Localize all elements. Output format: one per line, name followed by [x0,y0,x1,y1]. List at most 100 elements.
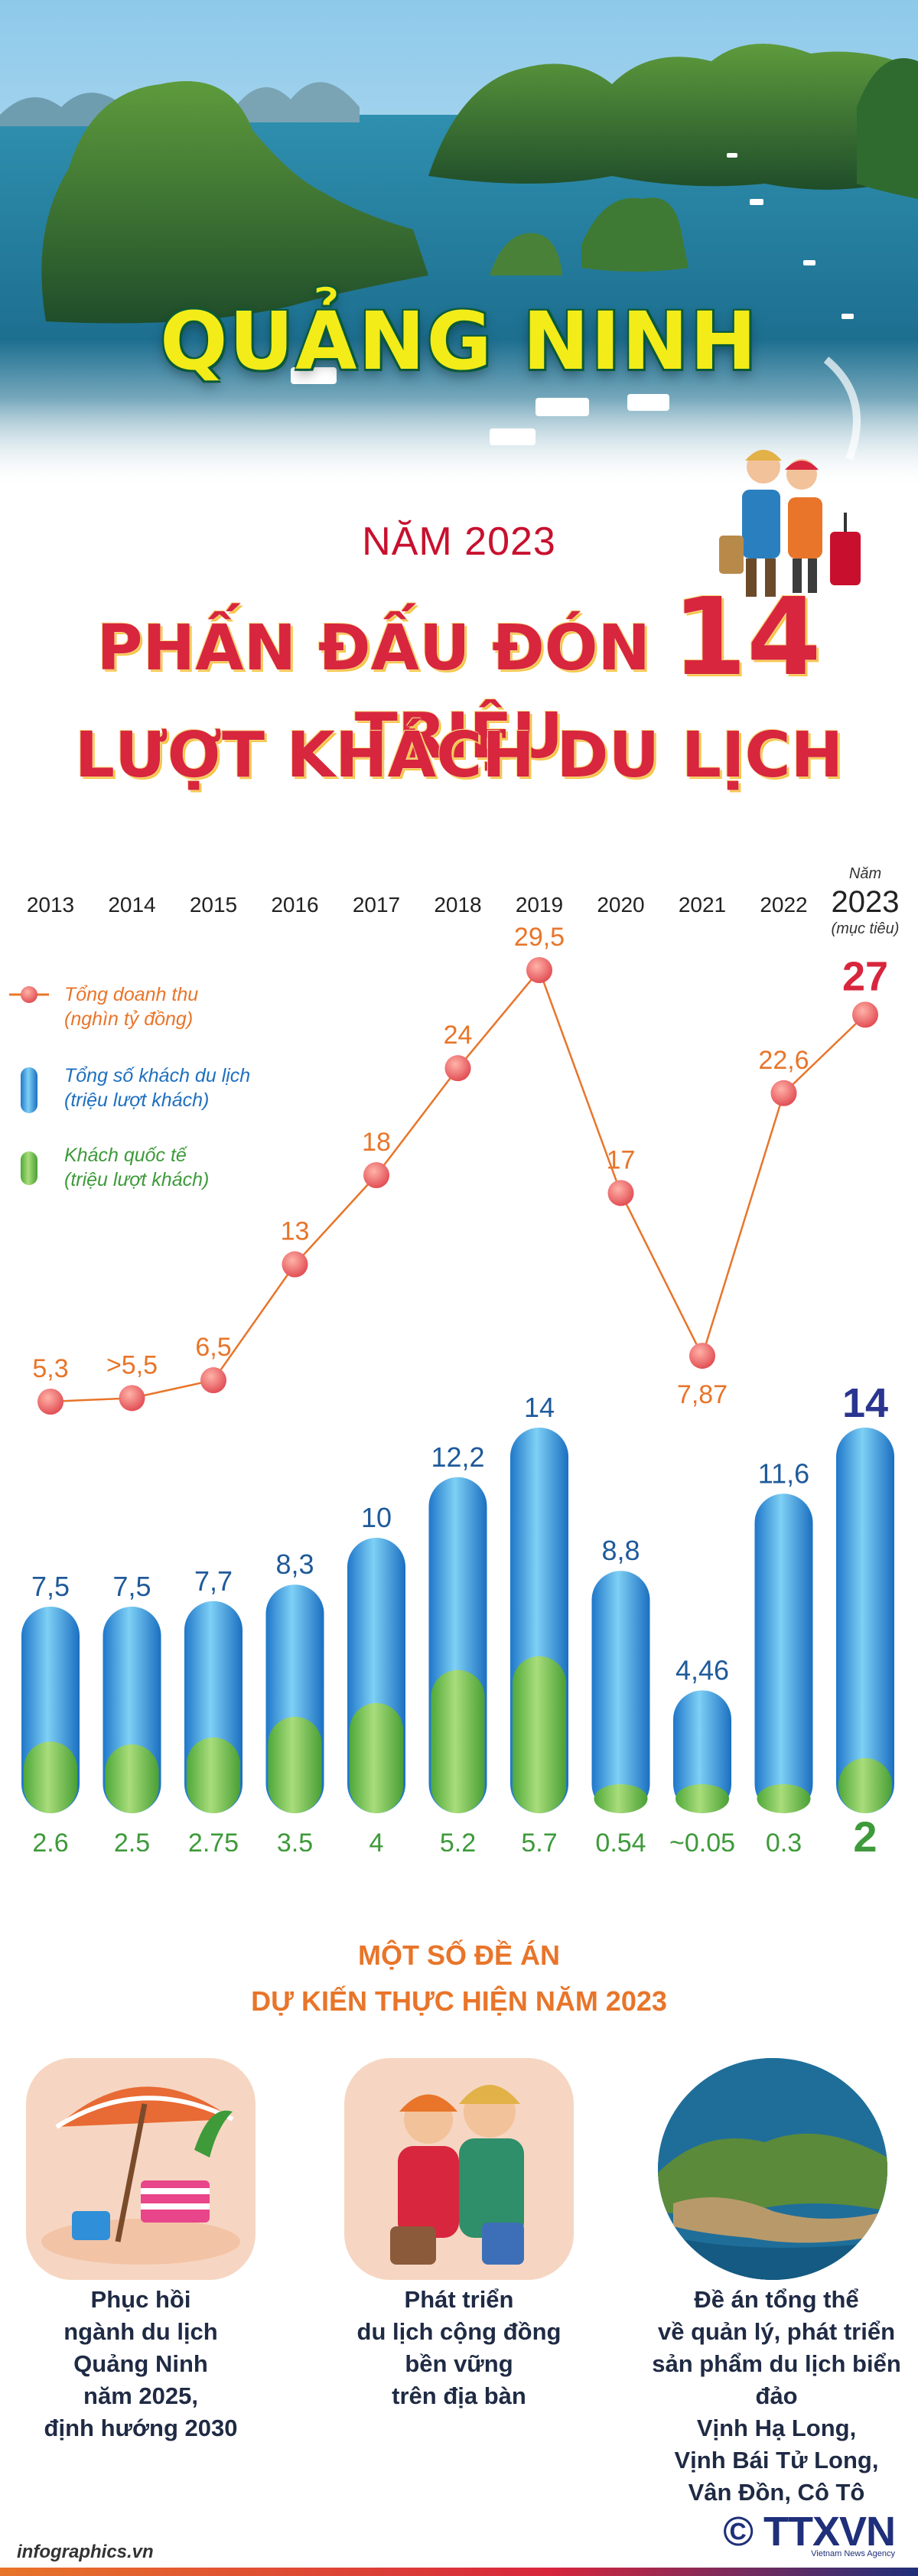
revenue-value-label: 22,6 [758,1046,809,1075]
year-labels: 2013 2014 2015 2016 2017 2018 2019 2020 2021 2022… [27,865,900,937]
visitors-value-label: 8,3 [275,1549,314,1580]
visitors-value-label: 14 [524,1392,555,1423]
intl-bar [675,1784,729,1813]
project-card-image-1 [26,2058,256,2280]
intl-value-label: 2,6 [32,1829,68,1851]
revenue-value-label: 6,5 [195,1333,231,1362]
target-year-header: Năm [849,865,881,882]
year-label: 2023 [832,885,900,919]
revenue-value-label: 27 [842,953,888,999]
legend-intl-unit: (triệu lượt khách) [64,1169,209,1190]
revenue-point [689,1343,715,1369]
project-text-3: Đề án tổng thể về quản lý, phát triển sả… [652,2286,901,2506]
intl-bar [105,1744,159,1813]
year-label: 2021 [679,893,726,917]
revenue-value-label: >5,5 [106,1350,158,1379]
year-label: 2019 [516,893,563,917]
intl-bar [24,1741,77,1813]
travelers-icon [745,450,819,490]
headline-number: 14 [672,575,822,700]
visitors-value-label: 12,2 [431,1441,484,1473]
data-labels: 7,5 2,6 7,5 2,5 7,7 2,75 8,3 3,5 10 4 12,2 5,2 14 5,7… [31,923,888,1851]
visitor-bars [21,1428,894,1813]
revenue-value-label: 5,3 [32,1354,68,1383]
visitors-bar [836,1428,894,1813]
legend-intl-label: Khách quốc tế [64,1145,188,1166]
brand-logo: © TTXVN Vietnam News Agency [723,2508,896,2558]
year-label: 2014 [108,893,155,917]
intl-bar [513,1656,566,1813]
hero-banner: QUẢNG NINH [0,0,918,490]
year-label: 2018 [434,893,481,917]
year-label: 2015 [190,893,237,917]
headline-line-2: LƯỢT KHÁCH DU LỊCH [74,719,844,792]
year-subtitle: NĂM 2023 [362,519,556,564]
year-label: 2020 [597,893,644,917]
revenue-point [607,1180,634,1207]
hero-title: QUẢNG NINH [160,295,758,388]
visitors-bar [673,1690,731,1813]
travelers-luggage-icon [719,490,861,597]
intl-value-label: 5,7 [521,1829,557,1851]
year-label: 2022 [760,893,807,917]
intl-value-label: 0,3 [766,1829,802,1851]
visitors-value-label: 10 [361,1502,392,1533]
visitors-value-label: 7,5 [31,1571,70,1602]
revenue-point [852,1001,878,1028]
island-coast-icon [658,2058,887,2280]
visitors-bar [754,1493,813,1813]
year-label: 2017 [353,893,400,917]
visitors-value-label: 7,5 [112,1571,151,1602]
project-card-image-2 [344,2058,574,2280]
revenue-point [526,957,552,983]
visitors-value-label: 7,7 [194,1565,233,1597]
intl-value-label: 5,2 [440,1829,476,1851]
brand-subtitle: Vietnam News Agency [811,2549,895,2558]
legend-blue-swatch [21,1067,37,1113]
source-label: infographics.vn [17,2542,154,2562]
legend-revenue-unit: (nghìn tỷ đồng) [64,1008,193,1030]
intl-value-label: 0,54 [595,1829,646,1851]
revenue-point [444,1055,471,1082]
project-card-image-3 [658,2058,887,2280]
revenue-value-label: 7,87 [677,1380,728,1409]
intl-bar [431,1669,485,1813]
intl-bar [187,1737,240,1813]
year-label: 2016 [271,893,318,917]
headline-post: TRIỆU [354,700,564,773]
intl-value-label: 2,75 [188,1829,239,1851]
revenue-point [363,1162,389,1189]
intl-bar [757,1784,811,1813]
legend-green-swatch [21,1151,37,1185]
revenue-line [37,957,878,1415]
intl-value-label: 4 [369,1829,384,1851]
revenue-value-label: 29,5 [514,923,565,952]
halong-bay-illustration [0,0,918,490]
legend-revenue-label: Tổng doanh thu [64,984,198,1005]
intl-bar [350,1703,403,1813]
revenue-point [200,1367,226,1394]
visitors-value-label: 8,8 [601,1535,640,1566]
intl-value-label: 2 [853,1812,877,1851]
revenue-value-label: 18 [362,1128,391,1157]
visitors-value-label: 4,46 [675,1654,729,1685]
project-text-1: Phục hồi ngành du lịch Quảng Ninh năm 20… [44,2286,238,2441]
intl-bar [268,1717,322,1813]
year-label: 2013 [27,893,74,917]
headline-line-1: PHẤN ĐẤU ĐÓN 14 TRIỆU [0,575,918,773]
intl-value-label: 3,5 [277,1829,313,1851]
revenue-value-label: 13 [281,1217,310,1246]
legend-visitors-unit: (triệu lượt khách) [64,1089,209,1111]
visitors-bar [591,1571,650,1813]
brand-name: © TTXVN [723,2509,896,2555]
tourism-chart: 2013 2014 2015 2016 2017 2018 2019 2020 2021 2022… [9,865,900,1851]
revenue-point [119,1385,145,1412]
revenue-value-label: 17 [607,1145,636,1174]
headline-pre: PHẤN ĐẤU ĐÓN [96,612,672,685]
projects-title-2: DỰ KIẾN THỰC HIỆN NĂM 2023 [251,1985,667,2017]
legend-dot-swatch [21,986,37,1003]
visitors-value-label: 14 [842,1380,888,1426]
legend: Tổng doanh thu (nghìn tỷ đồng) Tổng số khá… [9,984,250,1190]
target-year-note: (mục tiêu) [832,920,900,937]
community-tourists-icon [390,2085,524,2265]
